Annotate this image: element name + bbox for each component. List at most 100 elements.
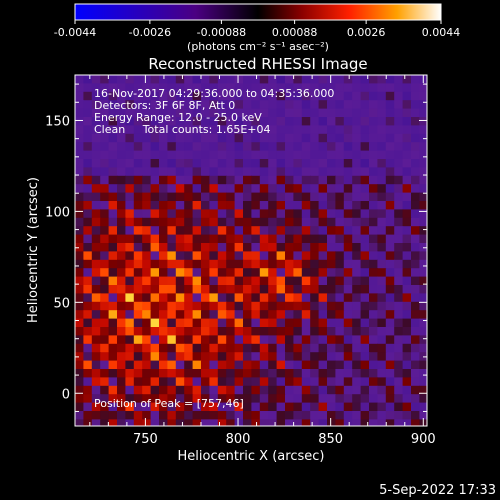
heatmap-cell — [217, 352, 227, 362]
heatmap-cell — [83, 234, 93, 244]
heatmap-cell — [411, 159, 420, 168]
heatmap-cell — [419, 125, 427, 135]
heatmap-cell — [394, 394, 404, 404]
heatmap-cell — [91, 209, 101, 219]
heatmap-cell — [91, 108, 101, 118]
heatmap-cell — [352, 285, 362, 294]
heatmap-cell — [125, 91, 135, 101]
heatmap-cell — [327, 117, 336, 126]
heatmap-cell — [352, 133, 362, 143]
heatmap-cell — [217, 419, 227, 426]
heatmap-cell — [243, 259, 252, 269]
heatmap-cell — [335, 285, 345, 294]
heatmap-cell — [259, 343, 269, 353]
heatmap-cell — [369, 301, 378, 311]
heatmap-cell — [209, 327, 219, 336]
heatmap-cell — [251, 125, 261, 135]
heatmap-cell — [394, 293, 404, 303]
heatmap-cell — [234, 335, 244, 345]
heatmap-cell — [234, 142, 244, 152]
heatmap-cell — [276, 318, 286, 328]
heatmap-cell — [310, 100, 320, 110]
heatmap-cell — [411, 411, 420, 420]
heatmap-cell — [369, 243, 378, 252]
heatmap-cell — [251, 226, 261, 236]
heatmap-cell — [276, 201, 286, 210]
heatmap-cell — [192, 167, 202, 177]
heatmap-cell — [133, 175, 143, 185]
heatmap-cell — [301, 360, 311, 370]
heatmap-cell — [75, 419, 84, 426]
heatmap-cell — [150, 402, 160, 412]
heatmap-cell — [377, 318, 387, 328]
heatmap-cell — [209, 234, 219, 244]
heatmap-cell — [217, 385, 227, 395]
heatmap-cell — [91, 318, 101, 328]
heatmap-cell — [159, 226, 168, 236]
heatmap-cell — [150, 125, 160, 135]
heatmap-cell — [318, 360, 328, 370]
heatmap-cell — [419, 251, 427, 261]
heatmap-cell — [209, 83, 219, 93]
heatmap-cell — [360, 310, 370, 320]
heatmap-cell — [108, 360, 118, 370]
heatmap-cell — [419, 360, 427, 370]
heatmap-cell — [142, 259, 152, 269]
heatmap-cell — [234, 150, 244, 160]
heatmap-cell — [201, 352, 210, 362]
annotation-clean-counts: Clean Total counts: 1.65E+04 — [94, 123, 271, 136]
heatmap-cell — [217, 217, 227, 227]
heatmap-cell — [150, 276, 160, 286]
heatmap-cell — [301, 201, 311, 210]
heatmap-cell — [159, 75, 168, 84]
heatmap-cell — [217, 234, 227, 244]
heatmap-cell — [133, 192, 143, 202]
heatmap-cell — [175, 310, 185, 320]
heatmap-cell — [226, 243, 236, 252]
heatmap-cell — [411, 310, 420, 320]
heatmap-cell — [268, 108, 278, 118]
heatmap-cell — [108, 150, 118, 160]
heatmap-cell — [369, 75, 378, 84]
heatmap-cell — [301, 310, 311, 320]
heatmap-cell — [217, 310, 227, 320]
heatmap-cell — [100, 285, 110, 294]
heatmap-cell — [150, 301, 160, 311]
heatmap-cell — [184, 175, 194, 185]
heatmap-cell — [108, 234, 118, 244]
heatmap-cell — [335, 184, 345, 194]
heatmap-cell — [411, 133, 420, 143]
heatmap-cell — [419, 159, 427, 168]
heatmap-cell — [276, 234, 286, 244]
heatmap-cell — [385, 100, 395, 110]
heatmap-cell — [310, 335, 320, 345]
heatmap-cell — [226, 268, 236, 278]
heatmap-cell — [91, 91, 101, 101]
heatmap-cell — [175, 394, 185, 404]
heatmap-cell — [91, 343, 101, 353]
heatmap-cell — [167, 276, 177, 286]
heatmap-cell — [243, 234, 252, 244]
heatmap-cell — [91, 159, 101, 168]
heatmap-cell — [268, 293, 278, 303]
heatmap-cell — [175, 243, 185, 252]
heatmap-cell — [411, 108, 420, 118]
heatmap-cell — [385, 125, 395, 135]
heatmap-cell — [192, 268, 202, 278]
heatmap-cell — [394, 184, 404, 194]
heatmap-cell — [125, 360, 135, 370]
heatmap-cell — [209, 100, 219, 110]
heatmap-cell — [411, 276, 420, 286]
heatmap-cell — [402, 310, 412, 320]
heatmap-cell — [159, 402, 168, 412]
heatmap-cell — [369, 318, 378, 328]
heatmap-cell — [343, 285, 353, 294]
heatmap-cell — [285, 234, 294, 244]
heatmap-cell — [419, 201, 427, 210]
heatmap-cell — [335, 209, 345, 219]
heatmap-cell — [327, 343, 336, 353]
heatmap-cell — [360, 192, 370, 202]
heatmap-cell — [293, 234, 303, 244]
heatmap-cell — [310, 243, 320, 252]
heatmap-cell — [226, 125, 236, 135]
